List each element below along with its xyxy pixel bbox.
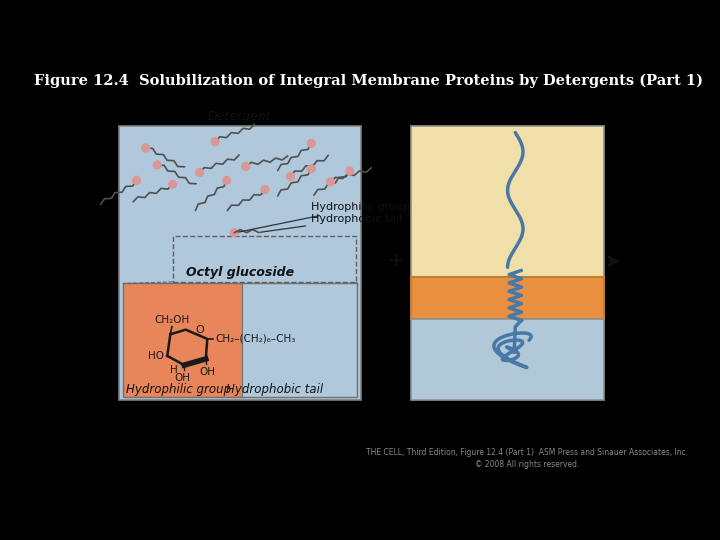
Circle shape <box>345 166 354 176</box>
Bar <box>411 126 604 276</box>
Circle shape <box>286 172 295 181</box>
Circle shape <box>326 177 335 186</box>
Text: CH₂–(CH₂)₆–CH₃: CH₂–(CH₂)₆–CH₃ <box>215 334 295 344</box>
Circle shape <box>307 139 316 148</box>
Text: Figure 12.4  Solubilization of Integral Membrane Proteins by Detergents (Part 1): Figure 12.4 Solubilization of Integral M… <box>35 74 703 89</box>
Text: OH: OH <box>199 367 215 376</box>
Circle shape <box>210 137 220 146</box>
Bar <box>119 126 361 400</box>
Circle shape <box>230 228 239 237</box>
Circle shape <box>153 160 162 170</box>
Text: HO: HO <box>148 351 164 361</box>
Bar <box>242 284 357 397</box>
Circle shape <box>168 179 177 189</box>
Text: O: O <box>195 326 204 335</box>
Text: Hydrophobic tail: Hydrophobic tail <box>227 383 323 396</box>
Text: OH: OH <box>175 373 191 383</box>
Circle shape <box>222 176 231 185</box>
Bar <box>173 236 356 282</box>
Text: +: + <box>387 251 405 271</box>
Circle shape <box>132 176 141 185</box>
Bar <box>122 284 242 397</box>
Text: Hydrophobic tail: Hydrophobic tail <box>260 214 402 232</box>
Bar <box>411 319 604 400</box>
Circle shape <box>241 162 251 171</box>
Circle shape <box>261 185 270 194</box>
Bar <box>411 276 604 319</box>
Bar <box>122 284 357 397</box>
Circle shape <box>141 143 150 153</box>
Circle shape <box>307 164 316 173</box>
Text: H: H <box>169 364 177 375</box>
Text: Detergent: Detergent <box>208 110 271 123</box>
Text: Hydrophilic group: Hydrophilic group <box>238 202 410 232</box>
Circle shape <box>195 168 204 177</box>
Text: THE CELL, Third Edition, Figure 12.4 (Part 1)  ASM Press and Sinauer Associates,: THE CELL, Third Edition, Figure 12.4 (Pa… <box>366 448 688 469</box>
Text: CH₂OH: CH₂OH <box>154 315 189 325</box>
Text: Hydrophilic group: Hydrophilic group <box>126 383 231 396</box>
Text: Octyl glucoside: Octyl glucoside <box>186 266 294 279</box>
